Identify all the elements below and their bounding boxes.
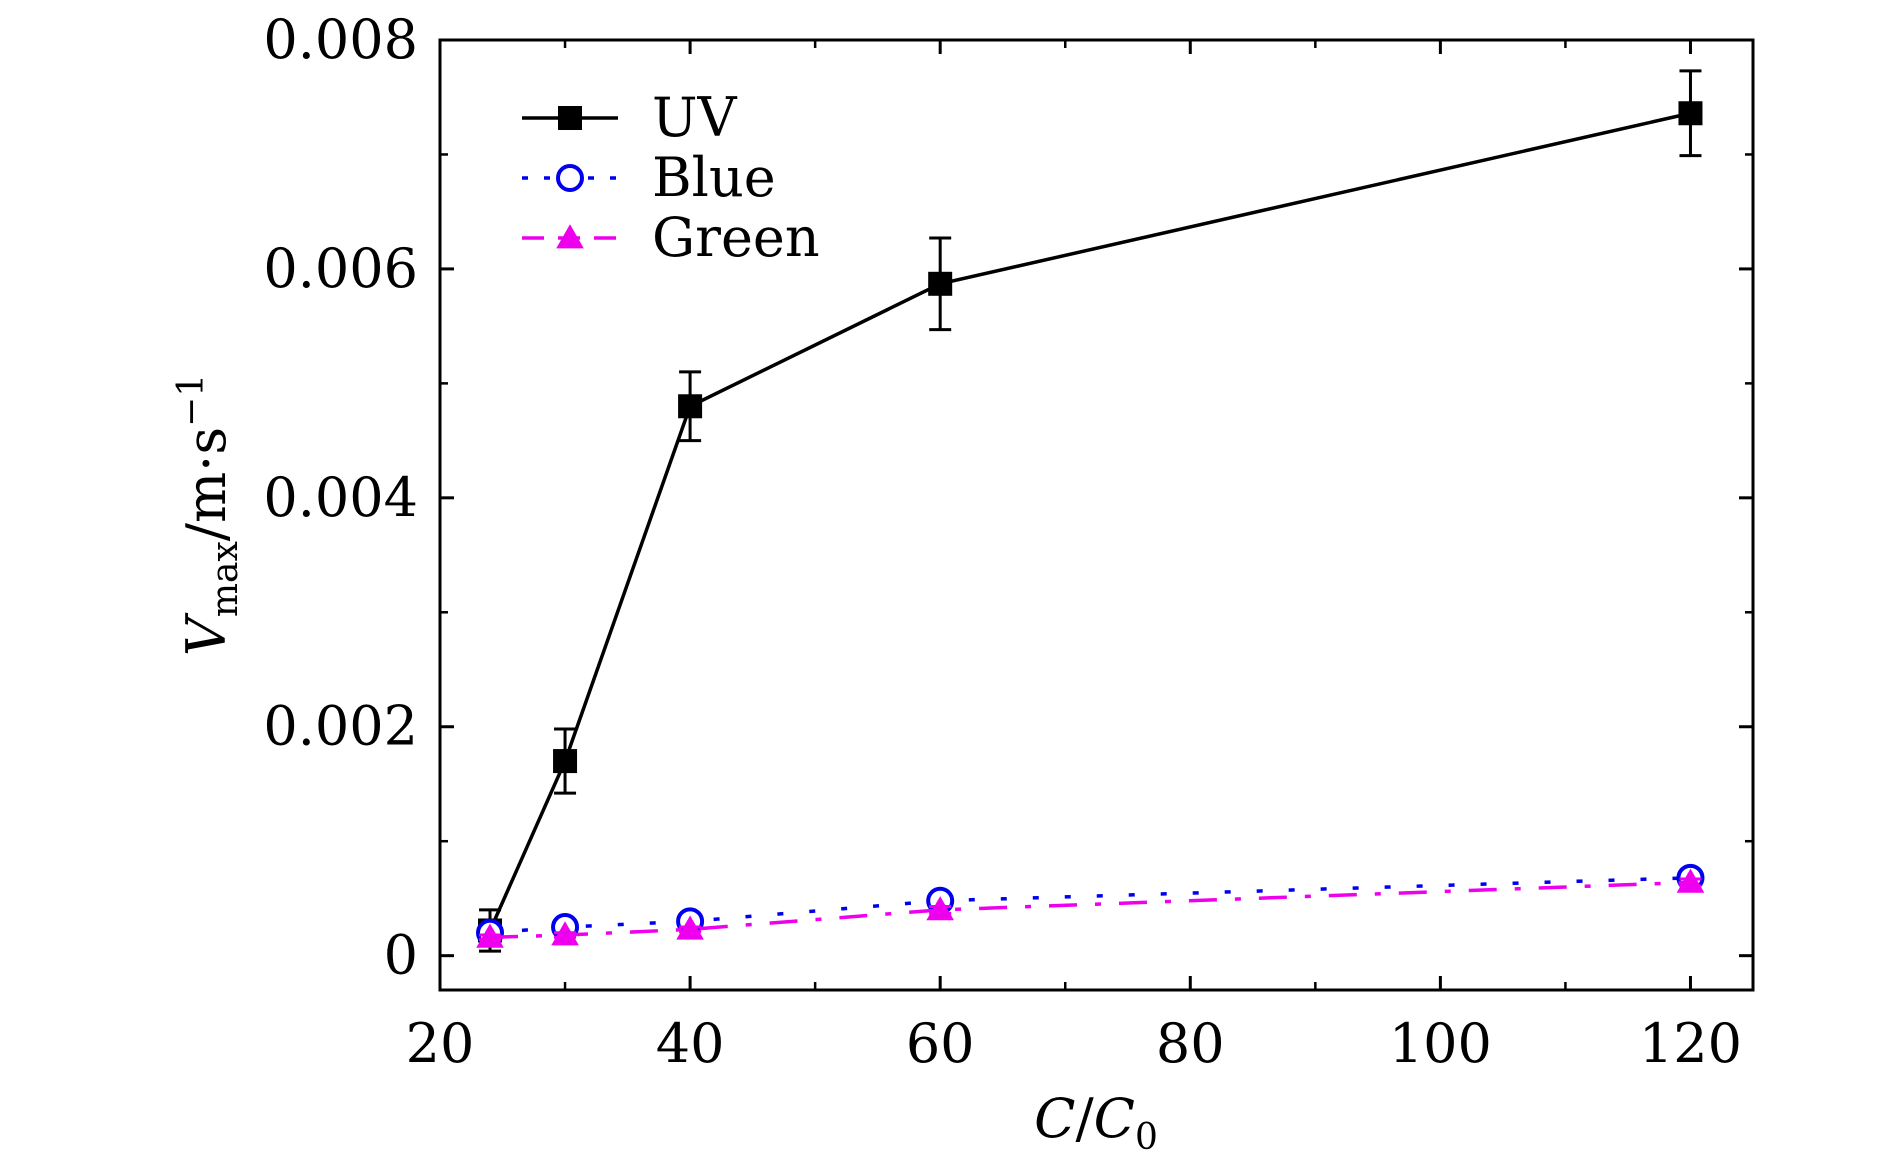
x-tick-label: 40	[656, 1012, 725, 1075]
y-tick-labels: 0 0.002 0.004 0.006 0.008	[263, 8, 418, 987]
plot-frame	[438, 38, 1755, 992]
legend-item-green: Green	[522, 206, 820, 269]
marker-square	[1678, 101, 1703, 126]
marker-square	[558, 106, 582, 130]
series-line	[489, 876, 1691, 935]
marker-triangle	[556, 224, 584, 249]
legend-label: UV	[652, 86, 738, 149]
axis-ticks	[438, 38, 1753, 990]
marker-triangle	[676, 915, 704, 940]
y-tick-label: 0.002	[263, 695, 418, 758]
x-tick-label: 120	[1639, 1012, 1742, 1075]
x-tick-labels: 20 40 60 80 100 120	[406, 1012, 1742, 1075]
legend-label: Blue	[652, 146, 776, 209]
y-tick-label: 0	[384, 924, 418, 987]
marker-square	[678, 394, 703, 419]
x-axis-title: C/C0	[1034, 1087, 1158, 1157]
y-axis-title: Vmax/m·s−1	[171, 374, 246, 656]
y-tick-label: 0.006	[263, 237, 418, 300]
legend-label: Green	[652, 206, 820, 269]
series-line	[489, 880, 1691, 940]
marker-circle	[556, 164, 584, 192]
marker-square	[928, 271, 953, 296]
x-tick-label: 60	[906, 1012, 975, 1075]
legend-item-blue: Blue	[522, 146, 776, 209]
marker-triangle	[926, 896, 954, 921]
x-tick-label: 80	[1156, 1012, 1225, 1075]
marker-triangle	[476, 923, 504, 948]
y-tick-label: 0.008	[263, 8, 418, 71]
marker-triangle	[551, 921, 579, 946]
series-layer	[476, 69, 1705, 953]
legend-item-uv: UV	[522, 86, 738, 149]
marker-triangle	[1676, 868, 1705, 893]
series-blue	[476, 863, 1705, 947]
series-green	[476, 868, 1705, 948]
x-tick-label: 100	[1389, 1012, 1492, 1075]
x-tick-label: 20	[406, 1012, 475, 1075]
marker-square	[553, 749, 578, 774]
y-tick-label: 0.004	[263, 466, 418, 529]
